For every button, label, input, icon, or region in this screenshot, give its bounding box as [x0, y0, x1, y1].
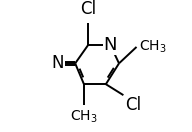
Text: CH$_3$: CH$_3$: [139, 39, 166, 55]
Text: N: N: [103, 36, 117, 54]
Text: CH$_3$: CH$_3$: [70, 108, 98, 125]
Text: Cl: Cl: [80, 0, 96, 18]
Text: N: N: [51, 54, 64, 72]
Text: Cl: Cl: [126, 96, 142, 114]
